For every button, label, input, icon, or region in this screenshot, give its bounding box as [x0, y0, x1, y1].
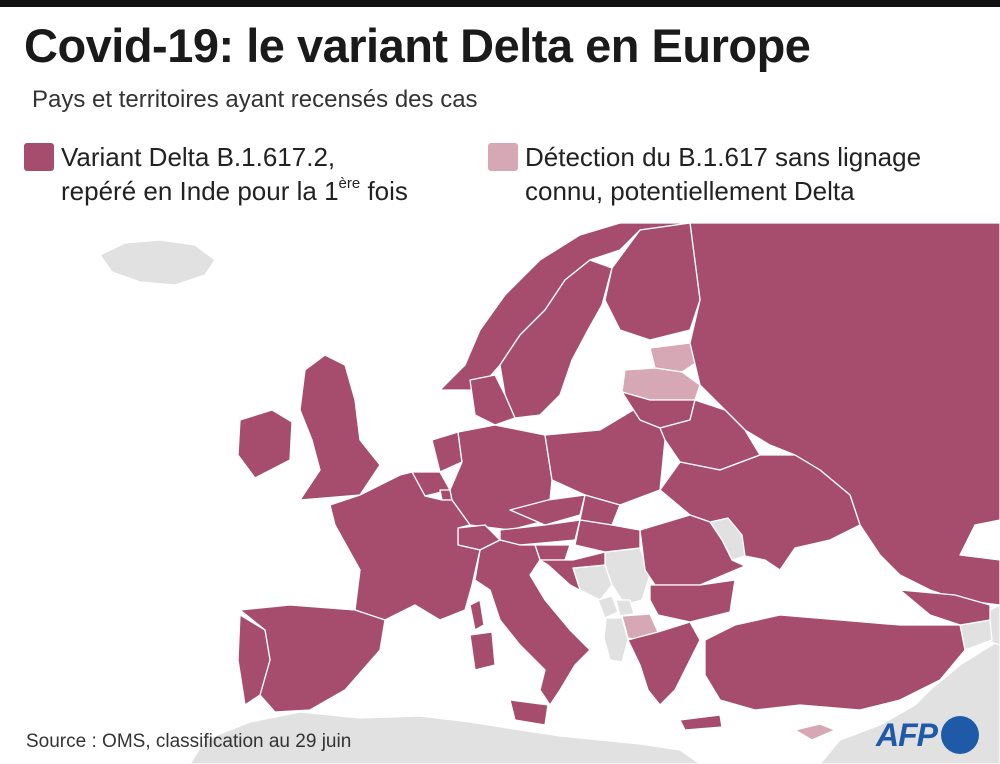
source-note: Source : OMS, classification au 29 juin [26, 731, 352, 752]
region-georgie [899, 589, 991, 626]
region-russie [689, 222, 1000, 606]
region-afrique-du-nord [189, 711, 701, 764]
page-title: Covid-19: le variant Delta en Europe [24, 19, 811, 72]
legend-label-potential: Détection du B.1.617 sans lignage connu,… [525, 140, 921, 208]
region-hongrie [574, 519, 641, 553]
region-grece [627, 621, 701, 706]
region-estonie [649, 342, 701, 373]
page-subtitle: Pays et territoires ayant recensés des c… [32, 86, 478, 113]
region-portugal [237, 614, 271, 706]
region-serbie [604, 547, 651, 606]
legend-potential-line1: Détection du B.1.617 sans lignage [525, 142, 922, 172]
region-turquie [704, 614, 966, 711]
region-crete [679, 714, 723, 731]
region-bielorussie [659, 399, 761, 471]
legend-potential-line2: connu, potentiellement Delta [525, 176, 855, 206]
region-finlande [604, 222, 701, 341]
region-bulgarie [649, 579, 736, 623]
legend-label-delta: Variant Delta B.1.617.2, repéré en Inde … [61, 140, 408, 208]
region-danemark [469, 374, 516, 426]
region-montenegro [597, 595, 619, 619]
region-croatie [539, 551, 606, 601]
region-kosovo [615, 599, 635, 617]
europe-map [99, 222, 1000, 764]
region-roumanie [639, 514, 746, 586]
legend-delta-line2: repéré en Inde pour la 1ère fois [61, 175, 408, 206]
afp-logo-text: AFP [876, 716, 938, 753]
region-islande [99, 239, 216, 286]
afp-logo-dot [941, 716, 979, 754]
region-pays-bas [431, 431, 463, 473]
region-sardaigne [469, 631, 496, 671]
legend-item-delta: Variant Delta B.1.617.2, repéré en Inde … [24, 140, 408, 208]
region-sicile [509, 699, 549, 726]
region-suede [499, 259, 613, 419]
region-italie [474, 539, 591, 706]
region-irlande [237, 409, 293, 479]
legend-delta-line1: Variant Delta B.1.617.2, [61, 142, 336, 172]
legend-item-potential: Détection du B.1.617 sans lignage connu,… [488, 140, 921, 208]
region-corse [469, 599, 485, 631]
legend-swatch-delta [24, 143, 54, 171]
afp-logo: AFP [876, 716, 979, 754]
region-royaume-uni [299, 354, 381, 501]
top-rule [0, 0, 1000, 7]
region-chypre [794, 723, 836, 741]
region-ukraine [659, 454, 861, 571]
legend-swatch-potential [488, 143, 518, 171]
region-slovenie [534, 544, 571, 561]
